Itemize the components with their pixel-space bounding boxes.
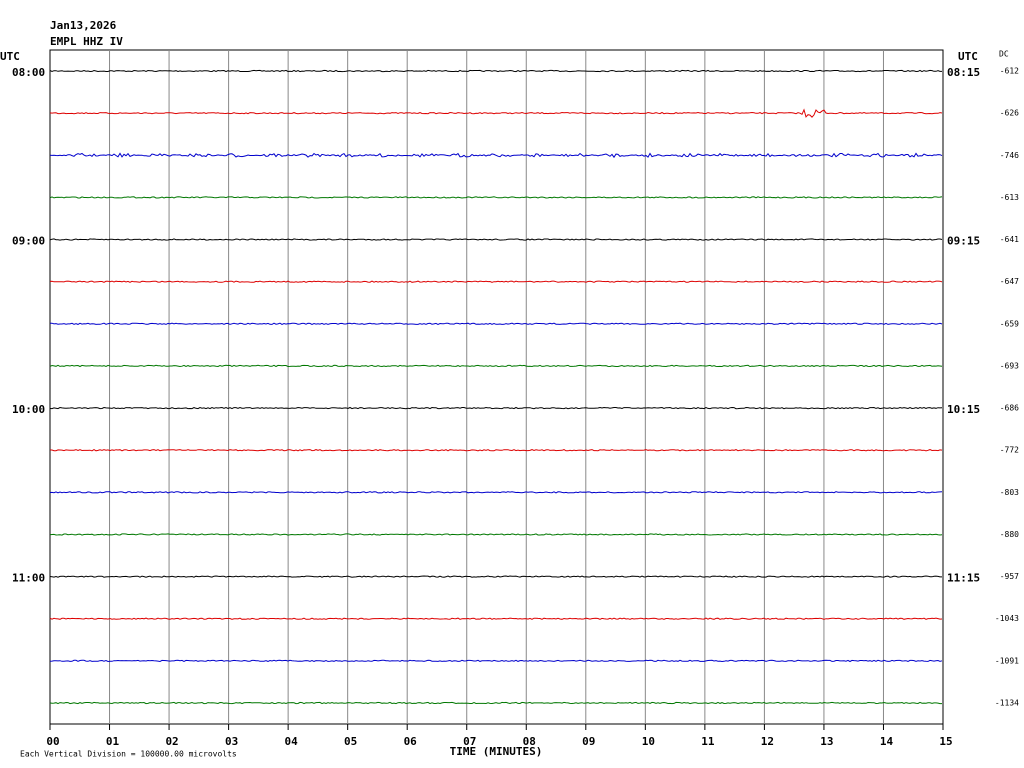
trace [49,196,943,199]
offset-label: DC [999,50,1009,59]
trace [49,238,943,241]
right-time: 11:15 [947,572,980,585]
x-tick-label: 15 [939,735,952,748]
offset-label: -641 [1000,235,1019,244]
trace [49,659,943,663]
offset-label: -1091 [995,656,1019,665]
date: Jan13,2026 [50,19,117,32]
trace [49,364,943,368]
offset-label: -1134 [995,699,1019,708]
x-tick-label: 07 [463,735,476,748]
offset-label: -626 [1000,109,1019,118]
x-tick-label: 13 [820,735,833,748]
x-tick-label: 08 [523,735,536,748]
trace [49,322,943,325]
trace [49,491,943,494]
trace [49,617,943,620]
trace [49,152,943,159]
x-tick-label: 02 [165,735,178,748]
right-time: 09:15 [947,235,980,248]
x-tick-label: 01 [106,735,120,748]
x-tick-label: 10 [642,735,655,748]
offset-label: -686 [1000,404,1019,413]
left-time: 10:00 [12,403,45,416]
x-tick-label: 09 [582,735,595,748]
offset-label: -746 [1000,151,1019,160]
offset-label: -612 [1000,67,1019,76]
trace [49,533,943,536]
trace [49,108,943,118]
trace [49,69,942,73]
scale-note: Each Vertical Division = 100000.00 micro… [20,750,237,759]
left-time: 09:00 [12,235,45,248]
trace [49,280,943,283]
x-tick-label: 04 [285,735,299,748]
x-tick-label: 06 [404,735,418,748]
plot-frame [49,49,944,725]
x-tick-label: 12 [761,735,774,748]
station: EMPL HHZ IV [50,35,123,48]
trace [50,449,943,452]
trace [49,701,942,705]
x-tick-label: 05 [344,735,357,748]
right-time: 10:15 [947,403,980,416]
offset-label: -659 [1000,319,1019,328]
offset-label: -693 [1000,361,1019,370]
left-time: 08:00 [12,66,45,79]
x-tick-label: 03 [225,735,238,748]
offset-label: -803 [1000,488,1019,497]
x-tick-label: 14 [880,735,894,748]
x-title: TIME (MINUTES) [450,745,543,758]
offset-label: -772 [1000,446,1019,455]
offset-label: -880 [1000,530,1019,539]
trace [49,406,943,410]
offset-label: -613 [1000,193,1019,202]
offset-label: -957 [1000,572,1019,581]
left-zone: UTC [0,50,20,63]
x-tick-label: 00 [46,735,59,748]
offset-label: -1043 [995,614,1019,623]
trace [49,575,942,578]
x-tick-label: 11 [701,735,715,748]
offset-label: -647 [1000,277,1019,286]
left-time: 11:00 [12,572,45,585]
right-zone: UTC [958,50,978,63]
right-time: 08:15 [947,66,980,79]
